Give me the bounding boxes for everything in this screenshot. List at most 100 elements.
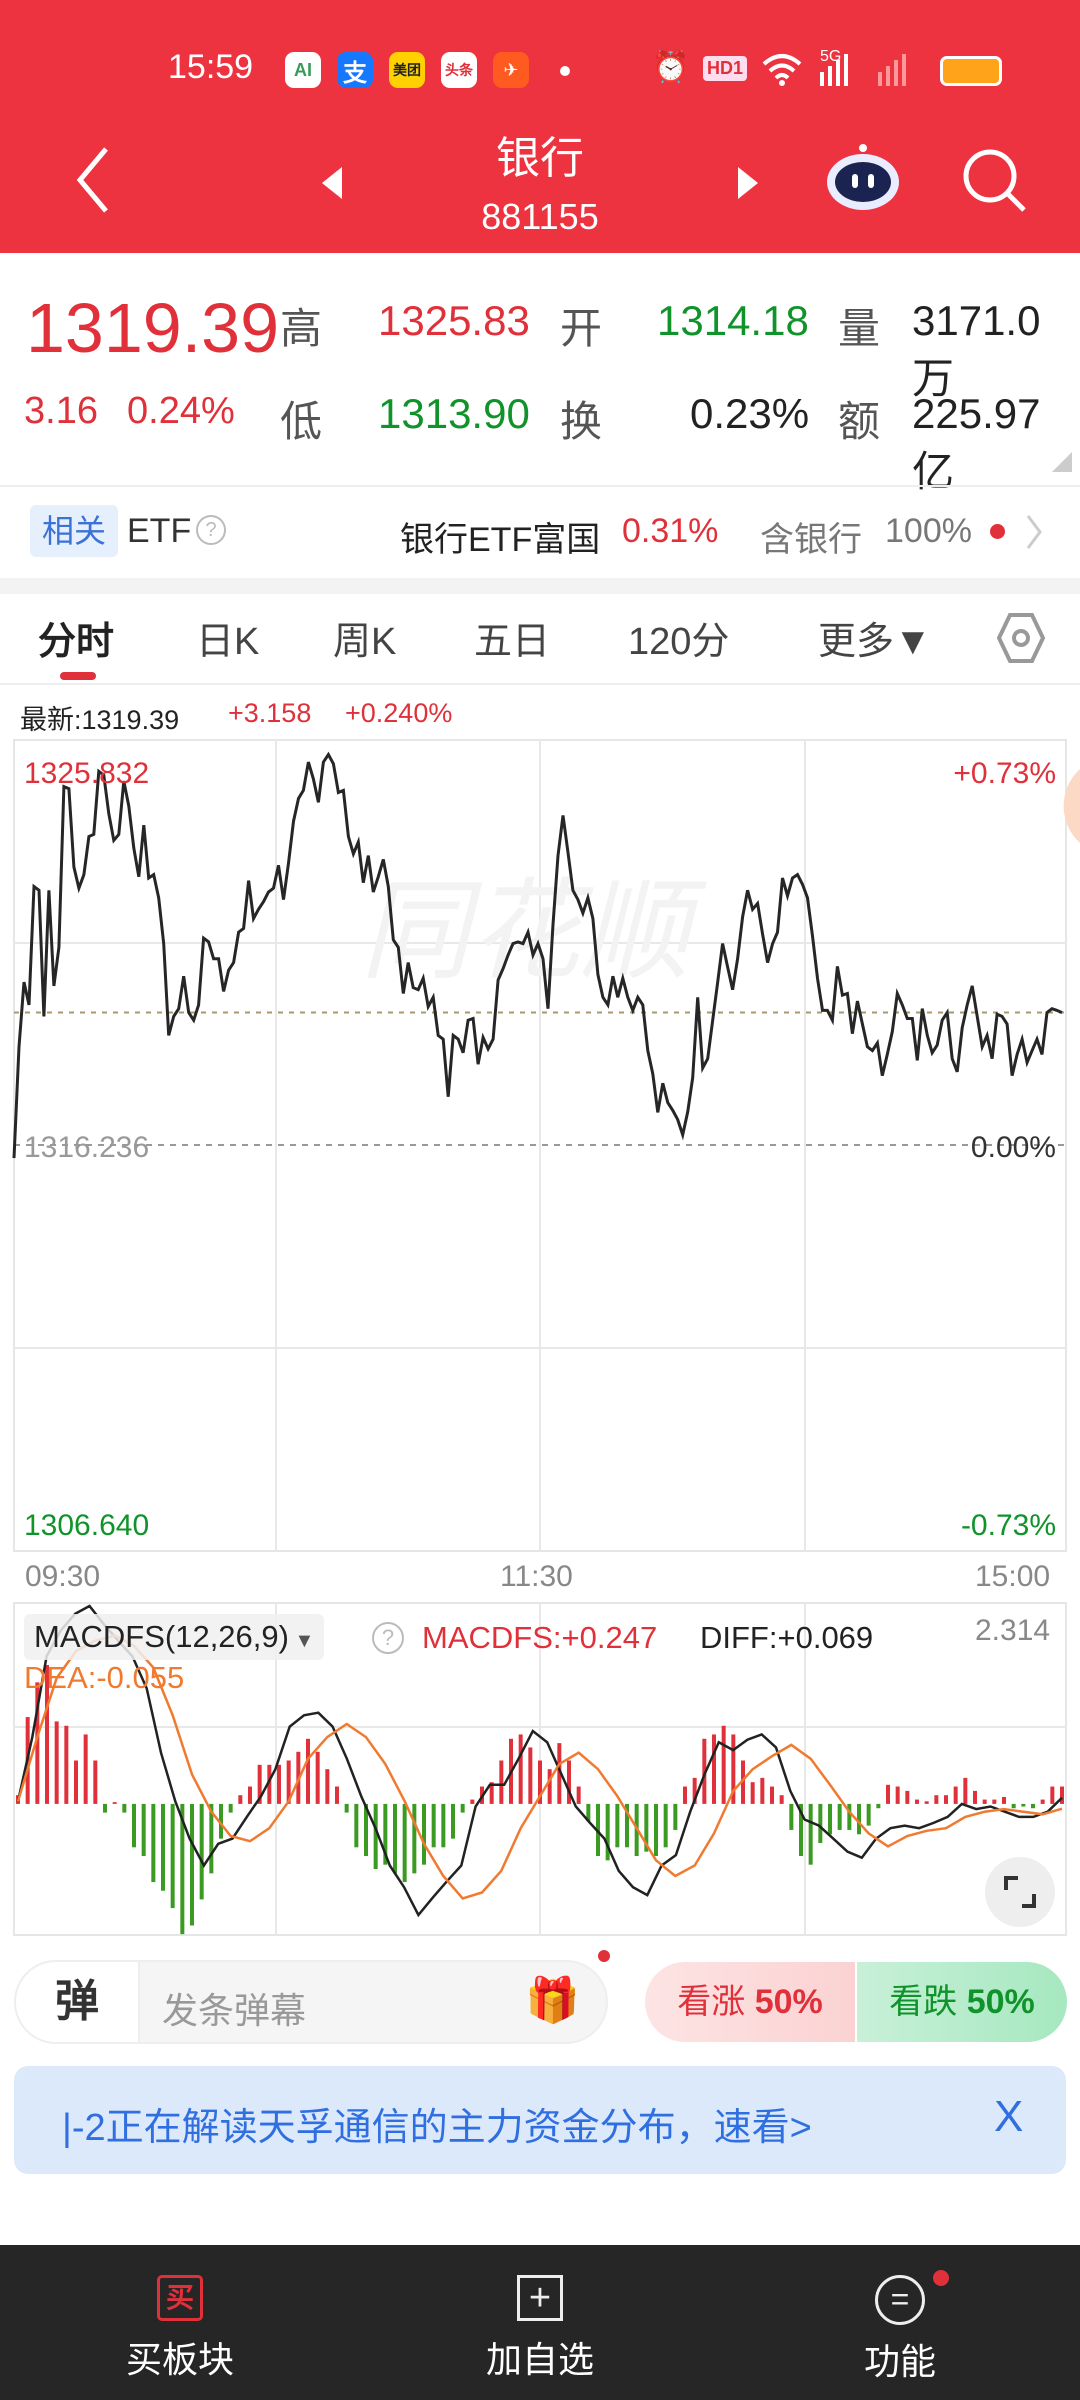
related-tag: 相关	[30, 505, 119, 557]
app-notification-icon: AI	[285, 52, 321, 88]
prev-stock-icon[interactable]	[318, 165, 344, 201]
macd-histogram-bar	[847, 1803, 852, 1830]
macd-histogram-bar	[973, 1790, 977, 1804]
buy-icon: 买	[157, 2275, 203, 2321]
macd-histogram-bar	[857, 1803, 861, 1835]
tab-daily-k[interactable]: 日K	[196, 621, 260, 663]
macd-histogram-bar	[692, 1777, 697, 1804]
macd-max-label: 2.314	[975, 1614, 1051, 1647]
expand-quote-icon[interactable]	[1050, 450, 1074, 474]
y-bottom-label: 1306.640	[24, 1509, 149, 1542]
macd-histogram-bar	[567, 1760, 571, 1804]
macd-histogram-bar	[1002, 1796, 1006, 1804]
alarm-icon: ⏰	[652, 51, 690, 84]
macd-histogram-bar	[760, 1777, 765, 1804]
help-icon[interactable]: ?	[196, 515, 226, 545]
macd-histogram-bar	[470, 1799, 475, 1804]
tab-more[interactable]: 更多▼	[818, 621, 932, 663]
volume-label: 量	[838, 305, 881, 352]
banner-text[interactable]: |-2正在解读天孚通信的主力资金分布，速看>	[62, 2107, 812, 2149]
macd-histogram-bar	[248, 1786, 252, 1804]
macd-histogram-bar	[1021, 1803, 1026, 1807]
macd-histogram-bar	[344, 1803, 349, 1813]
promo-banner[interactable]: |-2正在解读天孚通信的主力资金分布，速看> X	[14, 2066, 1066, 2174]
chart-settings-icon[interactable]	[996, 612, 1046, 664]
macd-histogram-bar	[373, 1803, 378, 1870]
volume-value: 3171.0万	[912, 297, 1041, 402]
macd-histogram-bar	[1050, 1786, 1055, 1804]
macd-histogram-bar	[905, 1790, 910, 1804]
floating-handle[interactable]	[1063, 769, 1080, 843]
x-tick-mid: 11:30	[500, 1560, 573, 1593]
macd-histogram-bar	[683, 1786, 687, 1804]
nav-label: 买板块	[125, 2339, 234, 2380]
next-stock-icon[interactable]	[736, 165, 762, 201]
close-icon[interactable]: X	[994, 2092, 1024, 2141]
macd-histogram-bar	[605, 1803, 610, 1861]
etf-contains-label: 含银行	[760, 521, 862, 559]
macd-histogram-bar	[190, 1803, 194, 1926]
macd-histogram-bar	[170, 1803, 175, 1909]
notification-dot	[598, 1950, 610, 1962]
macd-histogram-bar	[451, 1803, 455, 1839]
search-icon[interactable]	[962, 148, 1028, 214]
tab-five-day[interactable]: 五日	[474, 621, 551, 663]
macd-histogram-bar	[518, 1734, 523, 1804]
macd-histogram-bar	[228, 1803, 233, 1813]
macd-histogram-bar	[45, 1664, 49, 1804]
diff-value: DIFF:+0.069	[700, 1620, 874, 1655]
nav-label: 加自选	[485, 2339, 594, 2380]
status-time: 15:59	[168, 48, 254, 86]
macd-histogram-bar	[267, 1764, 272, 1804]
macd-histogram-bar	[441, 1803, 446, 1848]
macd-histogram-bar	[799, 1803, 803, 1856]
more-notifications-dot	[560, 66, 570, 76]
robot-assistant-icon[interactable]	[825, 142, 901, 212]
chevron-right-icon[interactable]	[1024, 514, 1044, 550]
nav-functions[interactable]: = 功能	[720, 2245, 1080, 2400]
macd-chart[interactable]	[0, 1602, 1080, 1936]
divider	[0, 485, 1080, 487]
dea-value: DEA:-0.055	[24, 1660, 185, 1695]
etf-name[interactable]: 银行ETF富国	[400, 521, 601, 559]
macd-histogram-bar	[199, 1803, 204, 1900]
page-title: 银行	[496, 134, 584, 183]
indicator-selector[interactable]: MACDFS(12,26,9) ▼	[24, 1614, 325, 1660]
macd-histogram-bar	[35, 1682, 40, 1804]
macd-histogram-bar	[286, 1760, 291, 1804]
macd-histogram-bar	[789, 1803, 794, 1830]
macd-histogram-bar	[770, 1786, 774, 1804]
macd-histogram-bar	[112, 1802, 117, 1804]
macd-histogram-bar	[663, 1803, 668, 1848]
macd-histogram-bar	[586, 1803, 591, 1822]
gift-icon[interactable]: 🎁	[525, 1976, 580, 2025]
nav-label: 功能	[863, 2341, 936, 2382]
danmaku-toggle[interactable]: 弹	[14, 1960, 138, 2044]
vote-bullish-button[interactable]: 看涨 50%	[645, 1962, 855, 2042]
tab-weekly-k[interactable]: 周K	[333, 621, 397, 663]
tab-intraday[interactable]: 分时	[38, 621, 115, 663]
toutiao-icon: 头条	[441, 52, 477, 88]
vote-down-label: 看跌	[889, 1983, 958, 2021]
danmaku-input[interactable]: 发条弹幕 🎁	[138, 1960, 608, 2044]
meituan-icon: 美团	[389, 52, 425, 88]
macd-histogram-bar	[431, 1803, 436, 1848]
dea-line	[16, 1634, 1063, 1900]
macd-histogram-bar	[64, 1725, 69, 1804]
nav-buy-sector[interactable]: 买 买板块	[0, 2245, 360, 2400]
macd-histogram-bar	[644, 1803, 649, 1852]
macd-histogram-bar	[837, 1803, 842, 1830]
indicator-help-icon[interactable]: ?	[372, 1622, 404, 1654]
back-icon[interactable]	[72, 145, 112, 215]
macd-histogram-bar	[982, 1799, 987, 1804]
red-dot-badge	[990, 524, 1005, 539]
pct-mid-label: 0.00%	[971, 1131, 1056, 1164]
pct-top-label: +0.73%	[953, 757, 1056, 790]
nav-add-watchlist[interactable]: + 加自选	[360, 2245, 720, 2400]
notification-dot	[933, 2270, 949, 2286]
vote-bearish-button[interactable]: 看跌 50%	[857, 1962, 1067, 2042]
macd-histogram-bar	[460, 1803, 465, 1813]
tab-120min[interactable]: 120分	[628, 621, 730, 663]
intraday-price-chart[interactable]: 同花顺 1325.832 +0.73% 1316.236 0.00% 1306.…	[0, 739, 1080, 1552]
fullscreen-button[interactable]	[984, 1856, 1056, 1928]
